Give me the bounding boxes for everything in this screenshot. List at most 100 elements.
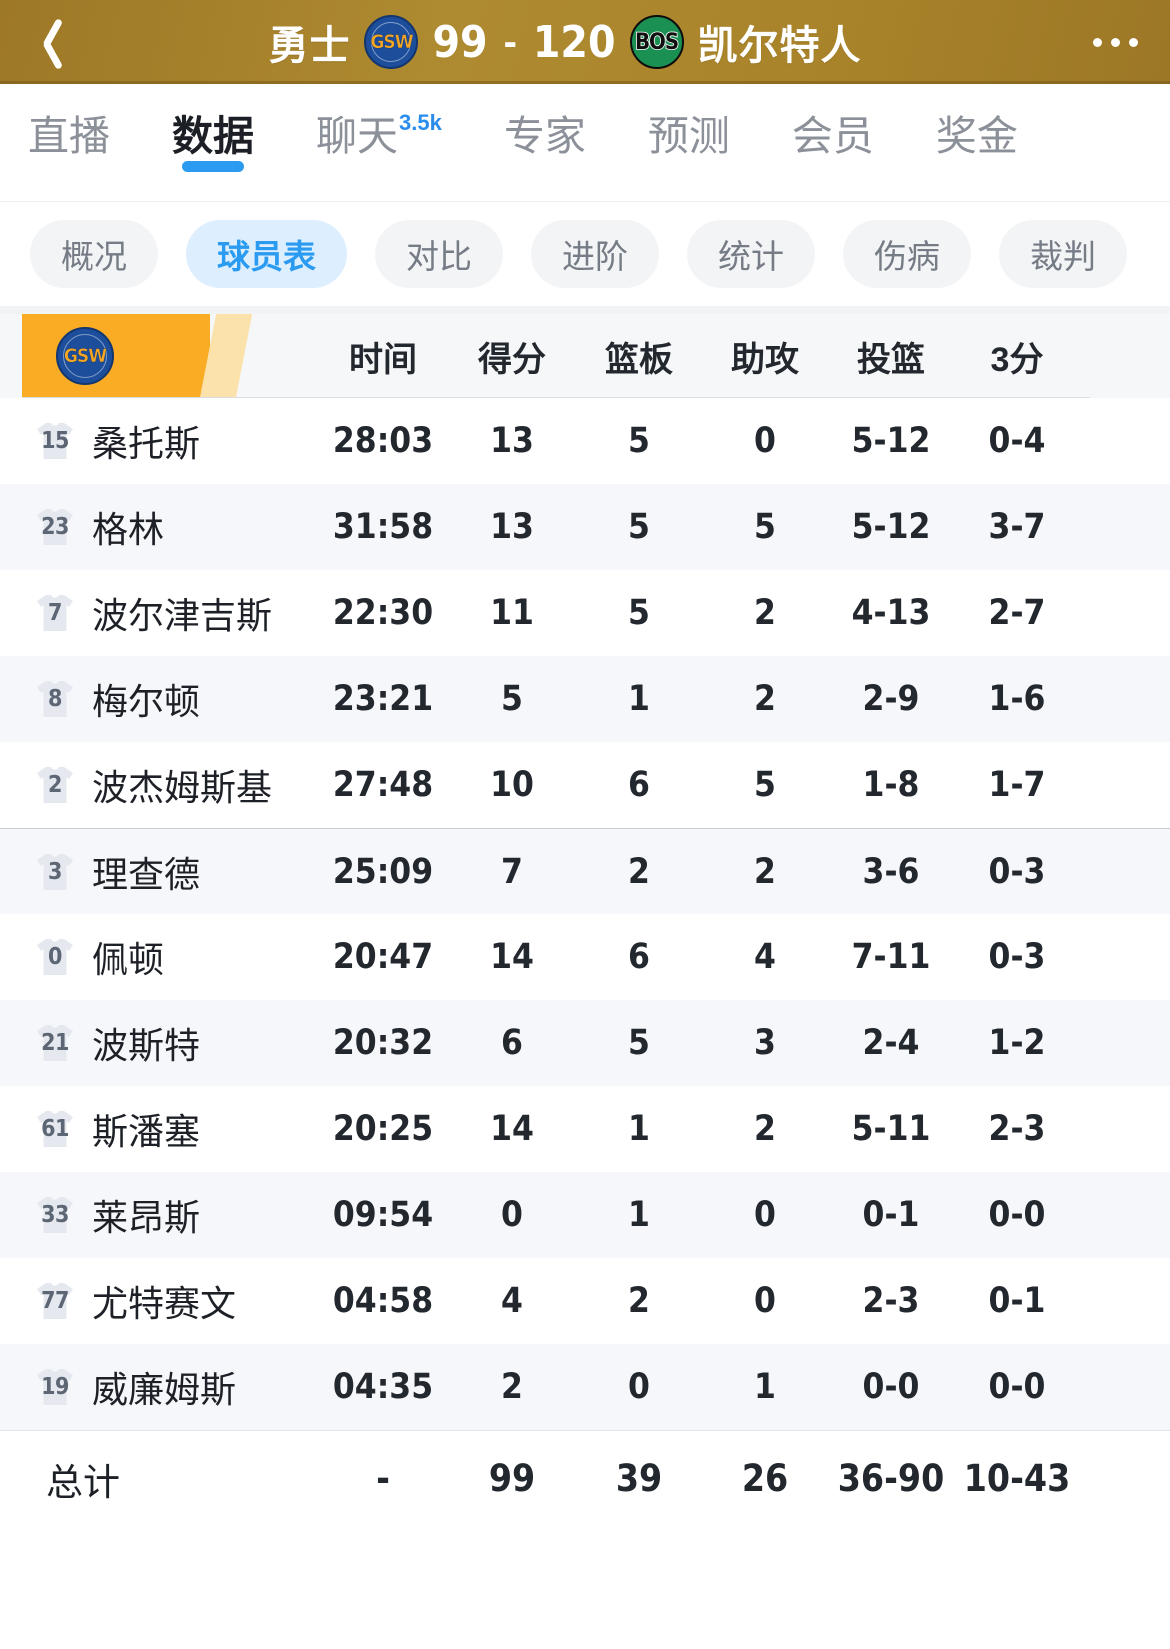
chat-unread-badge: 3.5k [399,110,442,135]
cell-rebounds: 2 [628,1281,650,1321]
player-name-cell[interactable]: 23 格林 [0,501,318,553]
cell-rebounds: 6 [628,937,650,977]
cell-points: 5 [501,679,523,719]
table-row[interactable]: 3 理查德 25:09 7 2 2 3-6 0-3 [0,828,1170,914]
column-header-threepointers[interactable]: 3分 [990,340,1044,379]
cell-minutes: 23:21 [332,679,434,719]
cell-threepointers: 1-2 [988,1023,1046,1063]
table-row[interactable]: 77 尤特赛文 04:58 4 2 0 2-3 0-1 [0,1258,1170,1344]
table-row[interactable]: 21 波斯特 20:32 6 5 3 2-4 1-2 [0,1000,1170,1086]
jersey-number: 0 [48,944,62,970]
table-row[interactable]: 61 斯潘塞 20:25 14 1 2 5-11 2-3 [0,1086,1170,1172]
player-stats: 20:25 14 1 2 5-11 2-3 [318,1109,1170,1149]
subtab-pill-row[interactable]: 概况 球员表 对比 进阶 统计 伤病 裁判 [0,202,1170,314]
subtab-advanced[interactable]: 进阶 [531,220,659,288]
cell-threepointers: 0-0 [988,1367,1046,1407]
player-stats: 31:58 13 5 5 5-12 3-7 [318,507,1170,547]
ellipsis-icon-dot [1092,37,1102,47]
cell-assists: 0 [754,421,776,461]
cell-rebounds: 0 [628,1367,650,1407]
totals-fieldgoals: 36-90 [837,1457,945,1500]
subtab-comparison[interactable]: 对比 [375,220,503,288]
player-name-cell[interactable]: 21 波斯特 [0,1017,318,1069]
tab-prediction[interactable]: 预测 [648,84,730,162]
totals-threepointers: 10-43 [963,1457,1071,1500]
player-name-cell[interactable]: 15 桑托斯 [0,415,318,467]
tab-label: 会员 [791,113,874,159]
subtab-overview[interactable]: 概况 [30,220,158,288]
player-name-cell[interactable]: 33 莱昂斯 [0,1189,318,1241]
jersey-number: 19 [41,1374,69,1400]
column-header-rebounds[interactable]: 篮板 [605,340,673,379]
player-name-cell[interactable]: 3 理查德 [0,846,318,898]
cell-points: 7 [501,851,523,892]
table-row[interactable]: 19 威廉姆斯 04:35 2 0 1 0-0 0-0 [0,1344,1170,1430]
player-stats: 22:30 11 5 2 4-13 2-7 [318,593,1170,633]
table-row[interactable]: 2 波杰姆斯基 27:48 10 6 5 1-8 1-7 [0,742,1170,828]
table-row[interactable]: 15 桑托斯 28:03 13 5 0 5-12 0-4 [0,398,1170,484]
cell-points: 14 [490,1109,534,1149]
player-name-cell[interactable]: 2 波杰姆斯基 [0,759,318,811]
jersey-icon: 21 [32,1020,78,1066]
player-name: 桑托斯 [92,423,201,464]
more-options-button[interactable] [1060,0,1170,84]
tab-label: 奖金 [935,113,1018,159]
table-team-logo-icon: GSW [56,327,114,385]
jersey-icon: 15 [32,418,78,464]
away-team-name: 凯尔特人 [697,24,862,68]
player-name: 理查德 [92,853,201,895]
player-name: 佩顿 [92,939,165,980]
player-name: 格林 [92,509,165,550]
player-name: 莱昂斯 [92,1197,201,1238]
cell-assists: 5 [754,765,776,805]
jersey-icon: 33 [32,1192,78,1238]
home-team-name: 勇士 [268,24,351,68]
cell-fieldgoals: 1-8 [862,765,920,805]
subtab-injuries[interactable]: 伤病 [843,220,971,288]
tab-bonus[interactable]: 奖金 [936,84,1018,162]
player-name-cell[interactable]: 8 梅尔顿 [0,673,318,725]
jersey-number: 61 [41,1116,69,1142]
table-row[interactable]: 33 莱昂斯 09:54 0 1 0 0-1 0-0 [0,1172,1170,1258]
table-row[interactable]: 7 波尔津吉斯 22:30 11 5 2 4-13 2-7 [0,570,1170,656]
column-header-fieldgoals[interactable]: 投篮 [857,340,925,379]
box-score-table: GSW 时间 得分 篮板 助攻 投篮 3分 15 桑托斯 28:03 13 5 0 5-12… [0,314,1170,1526]
column-header-minutes[interactable]: 时间 [349,340,417,379]
tab-membership[interactable]: 会员 [792,84,874,162]
table-row[interactable]: 8 梅尔顿 23:21 5 1 2 2-9 1-6 [0,656,1170,742]
totals-label: 总计 [46,1461,120,1503]
cell-rebounds: 2 [628,851,650,892]
player-name-cell[interactable]: 61 斯潘塞 [0,1103,318,1155]
player-name-cell[interactable]: 77 尤特赛文 [0,1275,318,1327]
column-header-assists[interactable]: 助攻 [731,340,799,379]
column-header-points[interactable]: 得分 [478,340,546,379]
jersey-icon: 61 [32,1106,78,1152]
tab-live[interactable]: 直播 [28,84,110,162]
table-row[interactable]: 23 格林 31:58 13 5 5 5-12 3-7 [0,484,1170,570]
player-name-cell[interactable]: 7 波尔津吉斯 [0,587,318,639]
player-name-cell[interactable]: 19 威廉姆斯 [0,1361,318,1413]
subtab-statistics[interactable]: 统计 [687,220,815,288]
home-team-logo-icon: GSW [364,15,419,69]
jersey-icon: 0 [32,934,78,980]
subtab-referees[interactable]: 裁判 [999,220,1127,288]
cell-minutes: 31:58 [332,507,434,547]
tab-label: 预测 [647,113,730,159]
subtab-label: 裁判 [1030,238,1096,275]
tab-label: 数据 [172,113,254,159]
tab-stats[interactable]: 数据 [172,84,254,172]
player-name: 波斯特 [92,1025,201,1066]
tab-experts[interactable]: 专家 [504,84,586,162]
home-team-logo-text: GSW [370,31,414,53]
cell-assists: 2 [754,1109,776,1149]
tab-chat[interactable]: 聊天 3.5k [316,84,442,162]
player-name-cell[interactable]: 0 佩顿 [0,931,318,983]
scoreboard[interactable]: 勇士 GSW 99 - 120 BOS 凯尔特人 [70,13,1060,71]
main-tab-strip[interactable]: 直播 数据 聊天 3.5k 专家 预测 会员 奖金 [0,84,1170,202]
player-stats: 20:47 14 6 4 7-11 0-3 [318,937,1170,977]
table-row[interactable]: 0 佩顿 20:47 14 6 4 7-11 0-3 [0,914,1170,1000]
cell-points: 10 [490,765,534,805]
cell-points: 11 [490,593,534,633]
subtab-player-table[interactable]: 球员表 [186,220,347,288]
subtab-label: 概况 [61,238,127,275]
